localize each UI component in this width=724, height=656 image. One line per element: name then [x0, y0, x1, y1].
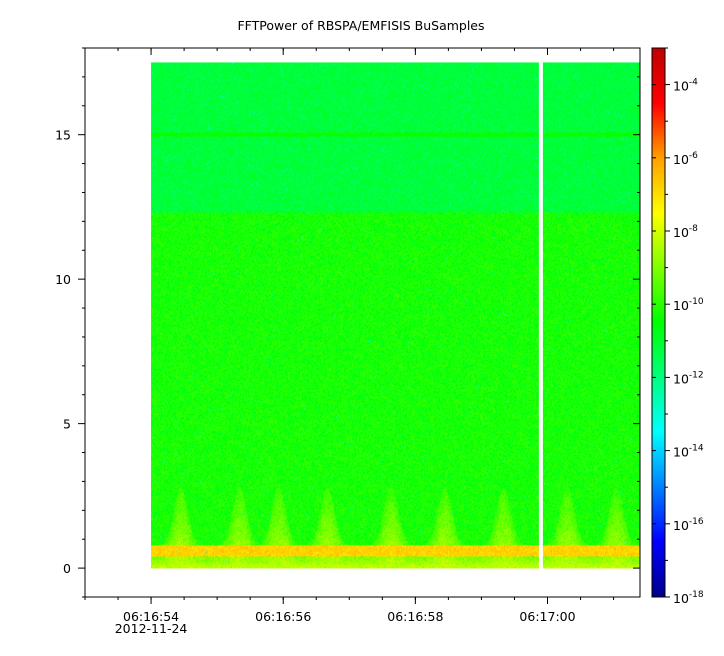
colorbar-tick-base: 10 [673, 152, 689, 167]
colorbar-tick-base: 10 [673, 518, 689, 533]
colorbar-tick-base: 10 [673, 298, 689, 313]
x-tick-label: 06:16:58 [387, 609, 443, 624]
colorbar-tick-exponent: -14 [689, 444, 704, 454]
colorbar-tick-label: 10-10 [673, 297, 704, 313]
y-tick-label: 5 [63, 417, 71, 432]
colorbar-tick-base: 10 [673, 79, 689, 94]
colorbar-tick-exponent: -16 [689, 517, 704, 527]
colorbar-tick-exponent: -10 [689, 297, 704, 307]
colorbar-tick-base: 10 [673, 225, 689, 240]
colorbar-tick-base: 10 [673, 371, 689, 386]
colorbar-tick-exponent: -8 [689, 224, 698, 234]
data-gap [538, 62, 543, 569]
colorbar-tick-label: 10-18 [673, 590, 704, 606]
y-tick-label: 10 [55, 272, 71, 287]
colorbar-tick-label: 10-6 [673, 151, 698, 167]
chart-title: FFTPower of RBSPA/EMFISIS BuSamples [237, 18, 484, 33]
colorbar-tick-label: 10-16 [673, 517, 704, 533]
colorbar-tick-label: 10-4 [673, 78, 698, 94]
x-tick-label: 06:16:56 [255, 609, 311, 624]
colorbar-tick-exponent: -4 [689, 78, 698, 88]
plot-area [84, 47, 641, 598]
colorbar-tick-exponent: -18 [689, 590, 704, 600]
x-tick-date: 2012-11-24 [115, 621, 188, 636]
x-tick-label: 06:17:00 [519, 609, 575, 624]
colorbar-tick-label: 10-12 [673, 370, 704, 386]
y-tick-label: 0 [63, 561, 71, 576]
colorbar-gradient [652, 48, 665, 597]
colorbar-tick-label: 10-8 [673, 224, 698, 240]
colorbar-tick-base: 10 [673, 591, 689, 606]
colorbar-tick-exponent: -6 [689, 151, 698, 161]
spectrogram-heatmap [151, 62, 641, 569]
x-tick-label: 06:16:54 [123, 609, 179, 624]
y-axis: 0 5 10 15 [55, 47, 640, 598]
plot-frame [84, 47, 641, 598]
y-tick-label: 15 [55, 128, 71, 143]
colorbar-tick-base: 10 [673, 445, 689, 460]
colorbar-frame [651, 47, 666, 598]
colorbar-tick-label: 10-14 [673, 444, 704, 460]
colorbar-tick-exponent: -12 [689, 370, 704, 380]
